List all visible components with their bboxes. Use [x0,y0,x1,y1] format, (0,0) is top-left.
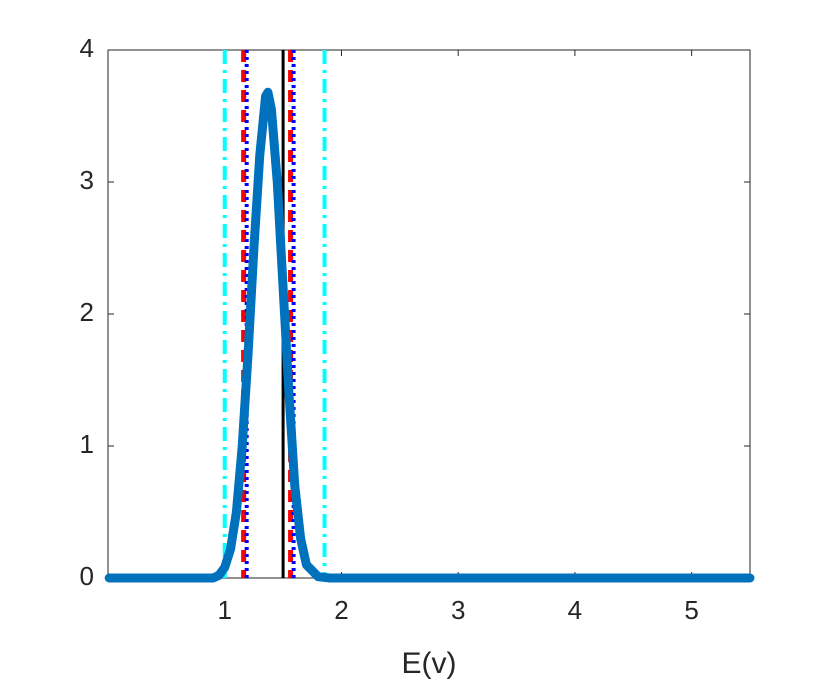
x-tick-label: 5 [684,595,698,625]
x-tick-label: 3 [451,595,465,625]
y-tick-label: 3 [80,165,94,195]
y-tick-label: 0 [80,561,94,591]
plot-area [107,49,751,579]
x-tick-label: 2 [334,595,348,625]
x-axis-label: E(v) [402,647,457,680]
data-line [104,87,755,583]
x-tick-label: 4 [568,595,582,625]
y-tick-label: 2 [80,297,94,327]
y-tick-label: 4 [80,33,94,63]
y-tick-label: 1 [80,429,94,459]
x-tick-label: 1 [217,595,231,625]
